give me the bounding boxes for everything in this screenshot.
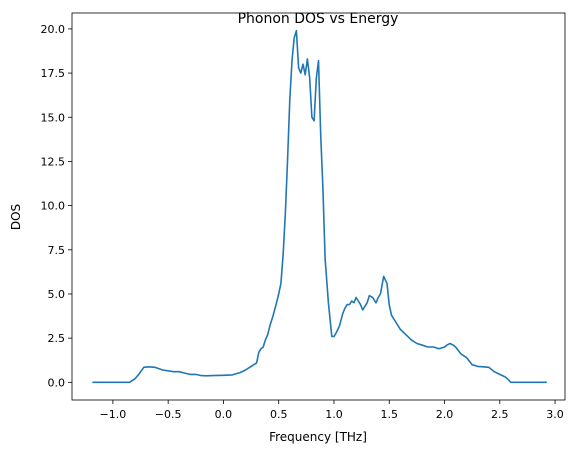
y-ticks: 0.0 2.5 5.0 7.5 10.0 12.5 15.0 17.5 20.0: [41, 23, 72, 389]
y-axis-label: DOS: [9, 204, 23, 230]
x-tick-label: 1.0: [325, 408, 343, 421]
y-tick-label: 12.5: [41, 155, 66, 168]
x-tick-label: 2.0: [436, 408, 454, 421]
y-tick-label: 10.0: [41, 200, 66, 213]
x-tick-label: 1.5: [380, 408, 398, 421]
y-tick-label: 15.0: [41, 111, 66, 124]
x-tick-label: 0.0: [215, 408, 233, 421]
x-tick-label: −0.5: [155, 408, 182, 421]
dos-series-line: [92, 29, 548, 384]
y-tick-label: 0.0: [48, 376, 66, 389]
x-tick-label: 2.5: [491, 408, 509, 421]
y-tick-label: 2.5: [48, 332, 66, 345]
y-tick-label: 17.5: [41, 67, 66, 80]
x-ticks: −1.0 −0.5 0.0 0.5 1.0 1.5 2.0 2.5 3.0: [100, 400, 564, 421]
y-tick-label: 5.0: [48, 288, 66, 301]
x-axis-label: Frequency [THz]: [269, 430, 367, 444]
y-tick-label: 7.5: [48, 244, 66, 257]
plot-area: −1.0 −0.5 0.0 0.5 1.0 1.5 2.0 2.5 3.0 0.0 2.5 5.0 7…: [41, 12, 566, 421]
x-tick-label: 3.0: [546, 408, 564, 421]
axes-frame: [71, 12, 566, 401]
x-tick-label: −1.0: [100, 408, 127, 421]
y-tick-label: 20.0: [41, 23, 66, 36]
chart-title: Phonon DOS vs Energy: [238, 11, 399, 27]
x-tick-label: 0.5: [270, 408, 288, 421]
